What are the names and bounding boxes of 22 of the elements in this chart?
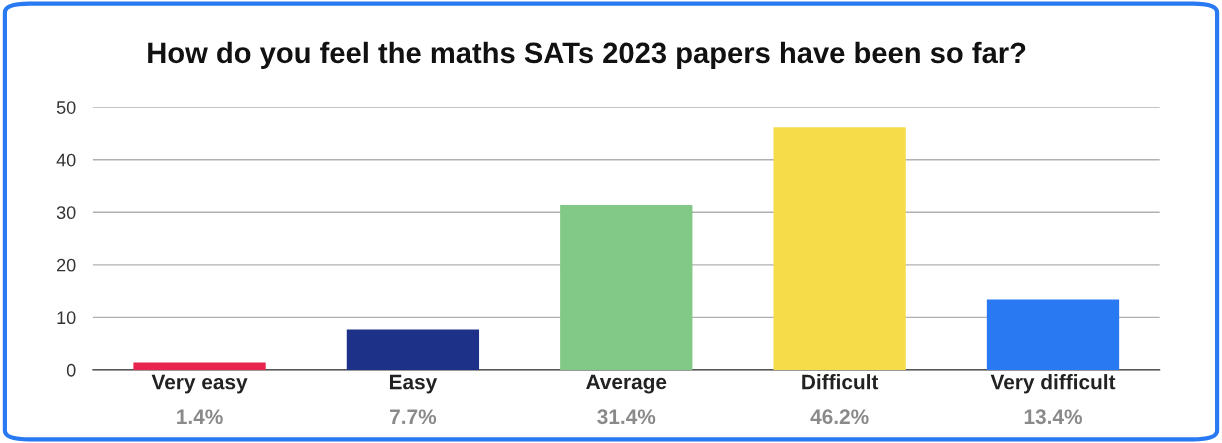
- x-tick-label: Average: [586, 374, 667, 394]
- y-tick-label: 50: [56, 101, 76, 114]
- x-tick-label: Difficult: [802, 374, 879, 390]
- y-tick-label: 40: [56, 153, 76, 167]
- y-tick-label: 0: [66, 363, 76, 377]
- bar: [346, 329, 480, 370]
- chart-title: How do you feel the maths SATs 2023 papers have been so far?: [148, 41, 1026, 69]
- data-label: 46.2%: [810, 409, 869, 425]
- data-label: 13.4%: [1024, 409, 1082, 425]
- bar: [560, 204, 693, 370]
- x-tick-label: Easy: [389, 374, 438, 394]
- bar: [773, 127, 906, 370]
- data-label: 7.7%: [390, 409, 437, 425]
- y-tick-label: 10: [57, 311, 76, 325]
- data-label: 1.4%: [177, 409, 223, 425]
- bar: [133, 362, 266, 370]
- y-tick-label: 20: [57, 258, 76, 272]
- x-tick-label: Very easy: [151, 374, 248, 394]
- y-tick-label: 30: [56, 206, 76, 220]
- x-tick-label: Very difficult: [990, 374, 1116, 394]
- bar: [986, 299, 1120, 370]
- data-label: 31.4%: [597, 409, 656, 425]
